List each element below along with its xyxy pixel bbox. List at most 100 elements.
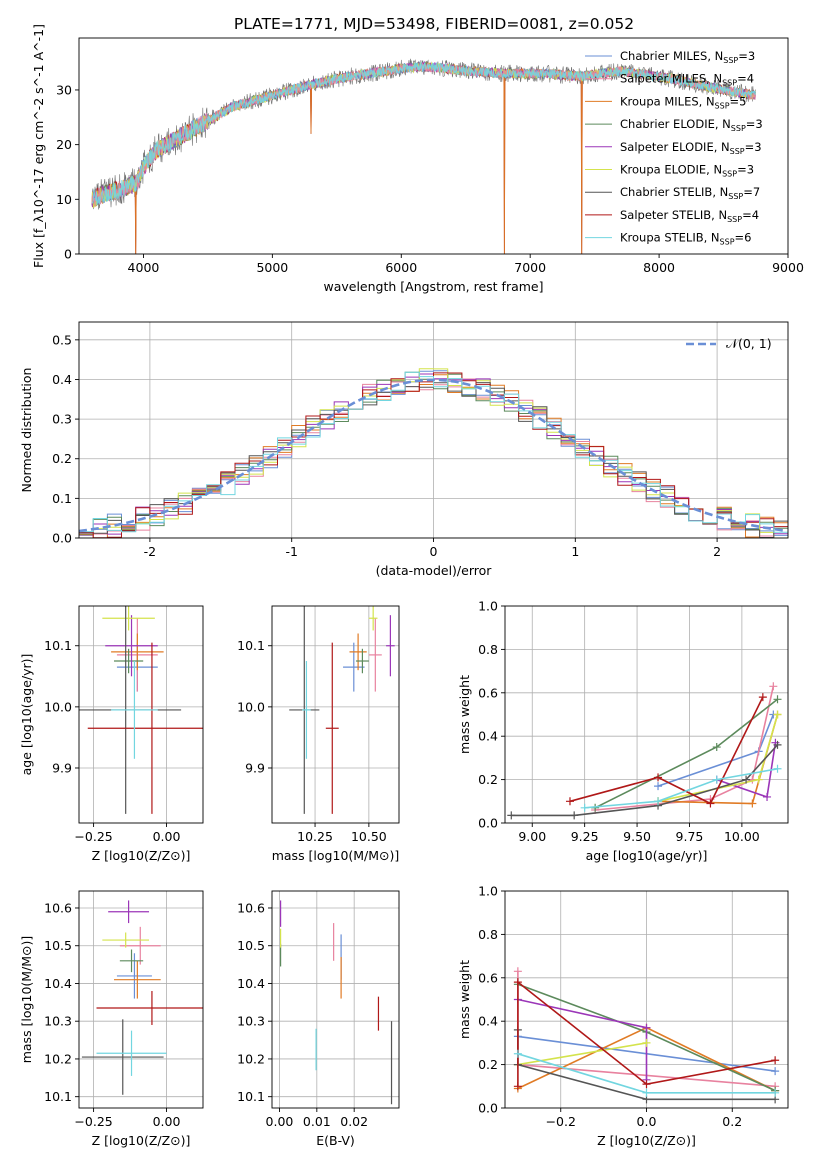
spectrum-legend: Chabrier MILES, NSSP=3 Salpeter MILES, NS… xyxy=(585,49,763,247)
weight-marker xyxy=(513,1082,522,1091)
y-tick-label: 0.3 xyxy=(52,412,72,427)
weight-marker xyxy=(773,764,782,773)
y-axis-label: Normed distribution xyxy=(19,368,34,493)
histogram-series-5 xyxy=(79,368,788,538)
y-tick-label: 0.4 xyxy=(478,1014,498,1029)
weight-marker xyxy=(507,811,516,820)
residual-legend: 𝒩(0, 1) xyxy=(686,336,772,351)
plot-area xyxy=(272,606,399,823)
weight-marker xyxy=(642,1080,651,1089)
spectrum-series-8 xyxy=(91,61,756,206)
x-tick-label: 0.00 xyxy=(153,829,181,844)
histogram-series-0 xyxy=(79,370,788,536)
axes-frame xyxy=(78,605,204,824)
weight-marker xyxy=(754,775,763,784)
weight-marker xyxy=(565,797,574,806)
weight-marker xyxy=(712,775,721,784)
x-tick-label: 0.01 xyxy=(303,1114,331,1129)
legend-entry: Kroupa ELODIE, NSSP=3 xyxy=(620,163,754,179)
weight-marker xyxy=(642,1038,651,1047)
y-tick-label: 10.1 xyxy=(237,1089,265,1104)
x-tick-label: 0.00 xyxy=(266,1114,294,1129)
y-tick-label: 10.2 xyxy=(44,1051,72,1066)
axes-frame xyxy=(271,890,400,1109)
x-tick-label: 9.00 xyxy=(518,829,546,844)
weight-marker xyxy=(742,775,751,784)
weight-marker xyxy=(769,682,778,691)
x-tick-label: 10.50 xyxy=(351,829,387,844)
x-tick-label: 0.00 xyxy=(153,1114,181,1129)
y-tick-label: 1.0 xyxy=(478,599,498,614)
panel-residuals: -2 -1 0 1 2 0.0 0.1 0.2 0.3 0.4 0.5 (data-model)/er… xyxy=(19,321,789,578)
panel-massweight_vs_age: 9.00 9.25 9.50 9.75 10.00 0.0 0.2 0.4 0.6 0.8 1.0 a… xyxy=(457,599,789,863)
weight-marker xyxy=(513,978,522,987)
y-tick-label: 0.4 xyxy=(52,372,72,387)
y-tick-label: 0.8 xyxy=(478,642,498,657)
weight-marker xyxy=(513,1049,522,1058)
weight-series-8 xyxy=(584,768,778,809)
weight-marker xyxy=(654,773,663,782)
weight-series-7 xyxy=(517,980,776,1087)
panel-age_vs_mass: 10.25 10.50 9.9 10.0 10.1 mass [log10(M/M⊙)] xyxy=(237,605,400,863)
y-tick-label: 0.0 xyxy=(478,816,498,831)
y-tick-label: 10.1 xyxy=(237,638,265,653)
legend-entry: Kroupa MILES, NSSP=5 xyxy=(620,94,746,110)
y-tick-label: 0.2 xyxy=(478,1057,498,1072)
x-axis-label: Z [log10(Z/Z⊙)] xyxy=(92,848,191,863)
y-tick-label: 0.4 xyxy=(478,729,498,744)
panels: 4000 5000 6000 7000 8000 90000102030wavelengt… xyxy=(19,24,804,1148)
panel-age_vs_Z: −0.25 0.00 9.9 10.0 10.1 Z [log10(Z/Z⊙)] age [… xyxy=(19,605,204,863)
weight-marker xyxy=(570,811,579,820)
x-axis-label: (data-model)/error xyxy=(376,563,493,578)
y-tick-label: 0.6 xyxy=(478,970,498,985)
x-tick-label: 0 xyxy=(430,544,438,559)
x-tick-label: 9000 xyxy=(772,260,804,275)
y-axis-label: mass weight xyxy=(457,960,472,1039)
y-tick-label: 10.6 xyxy=(44,900,72,915)
y-tick-label: 30 xyxy=(56,82,72,97)
x-tick-label: −0.25 xyxy=(74,1114,112,1129)
weight-marker xyxy=(773,710,782,719)
y-tick-label: 0 xyxy=(64,247,72,262)
panel-spectrum: 4000 5000 6000 7000 8000 9000 0 10 20 30 wavelengt… xyxy=(31,24,804,294)
y-tick-label: 10.3 xyxy=(237,1014,265,1029)
x-tick-label: −0.2 xyxy=(546,1114,576,1129)
y-tick-label: 0.6 xyxy=(478,685,498,700)
panel-massweight_vs_Z: −0.2 0.0 0.2 0.0 0.2 0.4 0.6 0.8 1.0 Z [log10(Z/Z… xyxy=(457,884,789,1148)
y-tick-label: 0.0 xyxy=(52,531,72,546)
axes-frame xyxy=(271,605,400,824)
x-axis-label: Z [log10(Z/Z⊙)] xyxy=(597,1133,696,1148)
y-tick-label: 10.4 xyxy=(44,976,72,991)
weight-marker xyxy=(771,1056,780,1065)
x-tick-label: 5000 xyxy=(256,260,288,275)
x-tick-label: 9.25 xyxy=(571,829,599,844)
y-axis-label: Flux [f_λ10^-17 erg cm^-2 s^-1 A^-1] xyxy=(31,24,46,268)
weight-marker xyxy=(773,695,782,704)
x-tick-label: 10.25 xyxy=(297,829,333,844)
weight-marker xyxy=(642,1088,651,1097)
y-tick-label: 10.1 xyxy=(44,638,72,653)
weight-marker xyxy=(748,799,757,808)
y-axis-label: age [log10(age/yr)] xyxy=(19,654,34,776)
histogram-series-8 xyxy=(79,371,788,533)
weight-marker xyxy=(654,782,663,791)
plot-area xyxy=(505,606,788,823)
panel-mass_vs_Z: −0.25 0.00 10.1 10.2 10.3 10.4 10.5 10.6 Z [log1… xyxy=(19,890,204,1148)
y-tick-label: 10.0 xyxy=(237,699,265,714)
weight-marker xyxy=(580,803,589,812)
y-tick-label: 10.3 xyxy=(44,1014,72,1029)
x-axis-label: Z [log10(Z/Z⊙)] xyxy=(92,1133,191,1148)
x-tick-label: 0.2 xyxy=(722,1114,742,1129)
legend-entry: Chabrier MILES, NSSP=3 xyxy=(620,49,755,65)
weight-marker xyxy=(771,1088,780,1097)
legend-entry: Salpeter ELODIE, NSSP=3 xyxy=(620,140,762,156)
legend-entry: Kroupa STELIB, NSSP=6 xyxy=(620,231,751,247)
weight-series-1 xyxy=(595,686,775,811)
y-tick-label: 10 xyxy=(56,192,72,207)
y-tick-label: 10.5 xyxy=(44,938,72,953)
x-tick-label: 8000 xyxy=(643,260,675,275)
plot-area xyxy=(91,58,756,254)
weight-series-0 xyxy=(657,714,775,787)
y-tick-label: 0.2 xyxy=(478,772,498,787)
